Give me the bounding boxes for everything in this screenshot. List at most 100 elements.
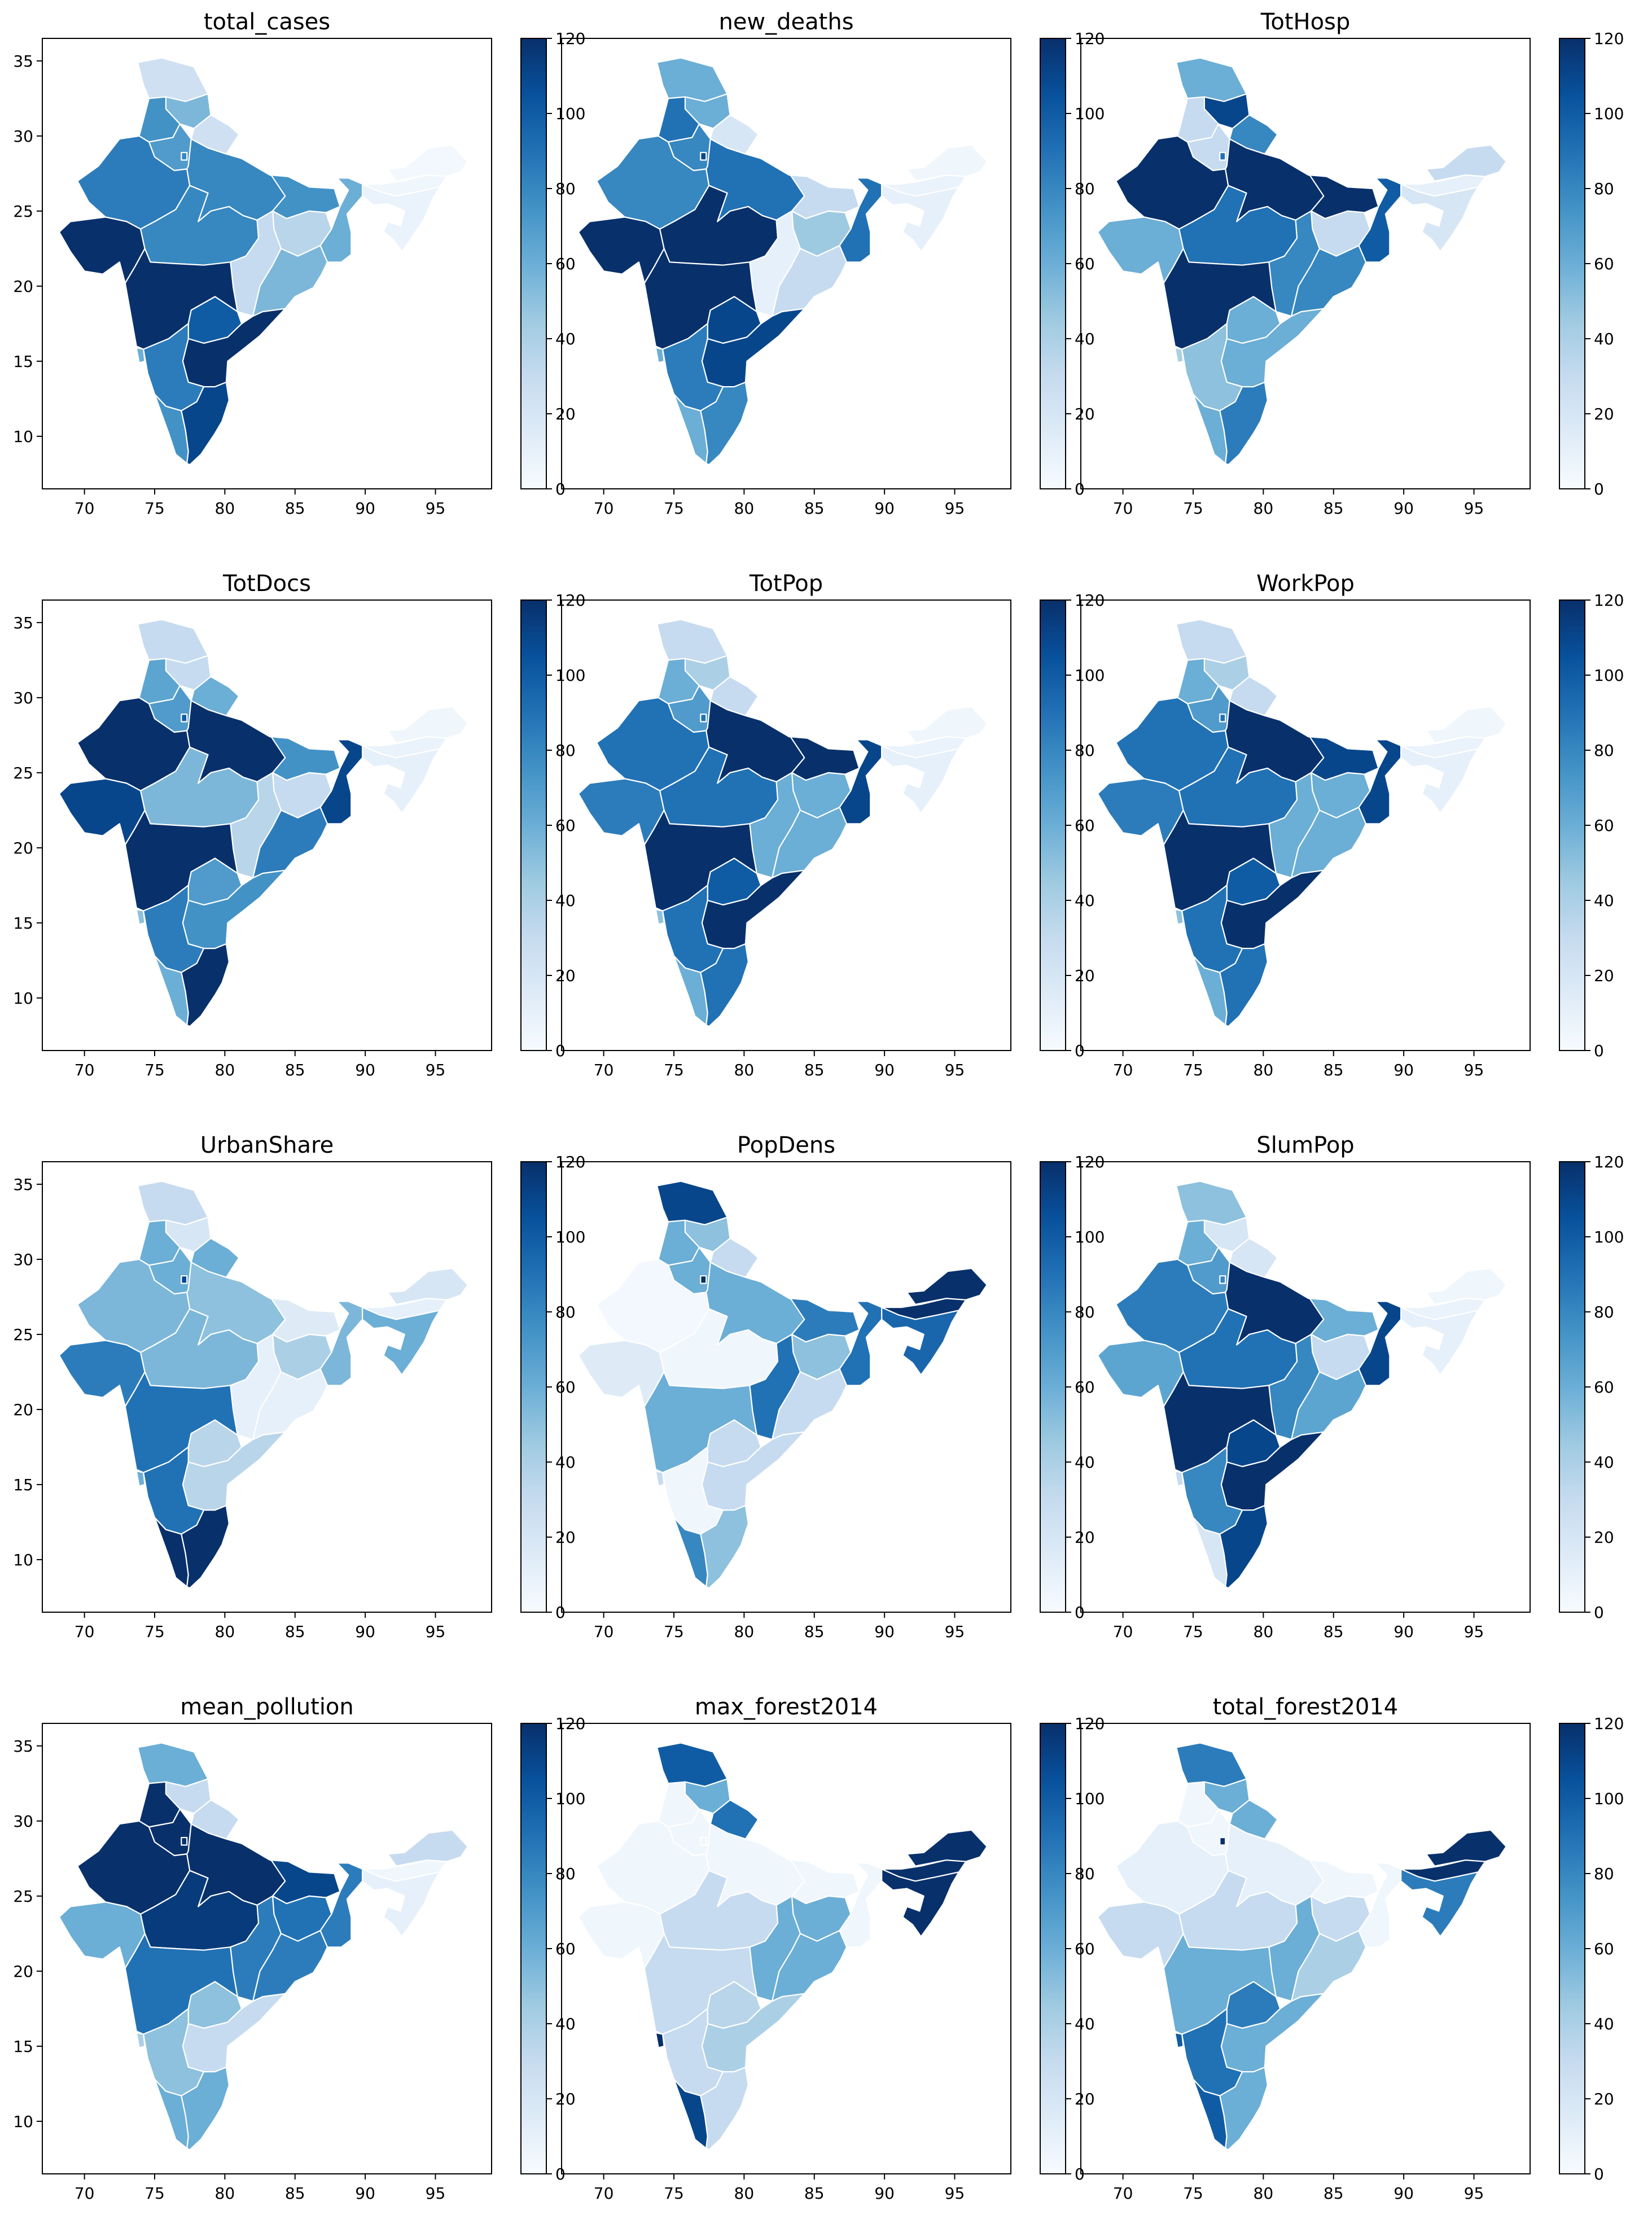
x-tick-label: 75 [664,1061,684,1079]
x-tick-label: 85 [285,499,305,518]
x-tick-label: 80 [215,499,235,518]
x-tick-label: 75 [1183,1622,1203,1641]
x-tick-label: 75 [1183,2184,1203,2203]
y-tick-label: 35 [13,1175,33,1194]
axes-frame [42,38,492,489]
x-tick-label: 70 [1113,2184,1133,2203]
colorbar-tick-label: 0 [1594,1041,1604,1060]
y-tick-label: 30 [13,689,33,707]
region-jammu-kashmir [656,57,728,102]
x-tick-label: 70 [594,1061,614,1079]
x-tick-label: 95 [426,1622,446,1641]
y-tick-label: 25 [13,202,33,221]
colorbar [1040,1723,1066,2174]
region-goa [655,908,665,925]
x-tick-label: 80 [734,1061,755,1079]
colorbar-tick-label: 0 [555,1603,566,1622]
colorbar-tick-label: 60 [1594,1940,1614,1958]
x-tick-label: 90 [874,2184,895,2203]
colorbar-tick-label: 0 [555,480,566,498]
region-goa [1174,347,1184,364]
colorbar-tick-label: 20 [555,966,576,985]
colorbar-tick-label: 60 [1075,255,1095,273]
panel-title: mean_pollution [180,1694,354,1720]
panel-title: total_cases [204,9,330,35]
colorbar-tick-label: 0 [1075,2165,1085,2183]
x-tick-label: 75 [664,499,684,518]
x-tick-label: 80 [215,2184,235,2203]
axes-frame [42,1161,492,1613]
region-assam [1400,174,1486,197]
x-tick-label: 70 [594,499,614,518]
axes-frame [1080,1723,1531,2174]
region-goa [135,1470,146,1487]
panel-title: TotPop [749,571,823,597]
colorbar-tick-label: 100 [1075,104,1105,123]
colorbar-tick-label: 100 [1594,1789,1624,1808]
colorbar-tick-label: 80 [1075,1865,1095,1883]
x-tick-label: 80 [1254,1061,1274,1079]
colorbar-tick-label: 100 [1075,1228,1105,1246]
x-tick-label: 75 [144,1061,165,1079]
region-jammu-kashmir [656,619,728,664]
x-tick-label: 90 [355,1061,375,1079]
x-tick-label: 70 [1113,1622,1133,1641]
colorbar-tick-label: 100 [1075,666,1105,685]
colorbar-tick-label: 40 [1594,2015,1614,2033]
panel-title: SlumPop [1256,1132,1354,1158]
x-tick-label: 95 [1464,1061,1484,1079]
panel-title: WorkPop [1256,571,1355,597]
colorbar [1040,38,1066,489]
region-tamil-nadu [700,381,749,466]
y-tick-label: 15 [13,1476,33,1494]
x-tick-label: 85 [804,1061,825,1079]
region-tamil-nadu [1219,1505,1268,1589]
y-tick-label: 15 [13,914,33,933]
region-jammu-kashmir [137,619,209,664]
axes-frame [561,1723,1011,2174]
x-tick-label: 95 [1464,499,1484,518]
x-tick-label: 95 [945,2184,965,2203]
region-tamil-nadu [700,2067,749,2151]
colorbar-tick-label: 100 [555,104,585,123]
colorbar-tick-label: 120 [1594,29,1624,48]
colorbar [1040,599,1066,1051]
panel-title: TotHosp [1260,9,1351,35]
x-tick-label: 80 [734,2184,755,2203]
colorbar-tick-label: 80 [1594,741,1614,760]
colorbar-tick-label: 100 [555,666,585,685]
x-tick-label: 90 [1394,1061,1414,1079]
colorbar-tick-label: 60 [1594,255,1614,273]
colorbar-tick-label: 100 [1075,1789,1105,1808]
y-tick-label: 35 [13,614,33,632]
y-tick-label: 20 [13,277,33,296]
y-tick-label: 20 [13,1401,33,1419]
region-tamil-nadu [181,381,230,466]
colorbar-tick-label: 80 [555,741,576,760]
region-odisha [1291,245,1367,317]
colorbar-tick-label: 80 [555,1303,576,1321]
region-jammu-kashmir [656,1742,728,1787]
region-jammu-kashmir [137,1180,209,1226]
region-arunachal-pradesh [387,1267,468,1305]
y-tick-label: 20 [13,839,33,857]
y-tick-label: 35 [13,1737,33,1756]
region-odisha [252,1930,328,2002]
region-delhi [181,1837,188,1846]
colorbar-tick-label: 60 [1075,1940,1095,1958]
region-arunachal-pradesh [1425,1829,1507,1867]
x-tick-label: 70 [75,1061,95,1079]
region-arunachal-pradesh [906,1267,988,1305]
x-tick-label: 85 [804,1622,825,1641]
region-arunachal-pradesh [906,144,988,182]
y-tick-label: 15 [13,352,33,371]
y-tick-label: 20 [13,1962,33,1981]
colorbar-tick-label: 100 [555,1228,585,1246]
colorbar [520,1723,547,2174]
x-tick-label: 85 [804,499,825,518]
region-arunachal-pradesh [1425,144,1507,182]
colorbar-tick-label: 40 [1594,330,1614,348]
